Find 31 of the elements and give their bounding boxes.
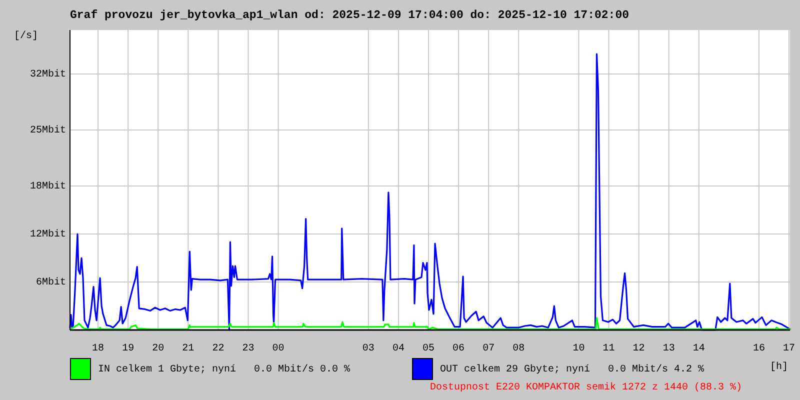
x-tick-label: 03	[362, 344, 374, 355]
y-axis-title: [/s]	[14, 30, 38, 42]
x-tick-label: 11	[602, 344, 615, 355]
x-tick-label: 20	[152, 344, 164, 355]
y-tick-label: 25Mbit	[30, 124, 66, 137]
x-tick-label: 10	[572, 344, 585, 355]
legend-label: OUT celkem 29 Gbyte; nyní 0.0 Mbit/s 4.2 %	[440, 364, 704, 376]
y-tick-label: 18Mbit	[30, 180, 66, 193]
x-tick-label: 08	[512, 344, 525, 355]
x-tick-label: 18	[92, 344, 104, 355]
x-tick-label: 00	[272, 344, 284, 355]
x-axis-title: [h]	[770, 361, 788, 373]
y-tick-label: 12Mbit	[30, 228, 66, 241]
x-tick-label: 21	[182, 344, 194, 355]
x-tick-label: 16	[752, 344, 765, 355]
x-tick-label: 12	[632, 344, 645, 355]
legend-label: IN celkem 1 Gbyte; nyní 0.0 Mbit/s 0.0 %	[98, 364, 350, 376]
y-tick-label: 6Mbit	[36, 276, 66, 289]
x-tick-label: 06	[452, 344, 465, 355]
x-tick-label: 13	[662, 344, 675, 355]
x-tick-label: 04	[392, 344, 404, 355]
x-tick-label: 14	[692, 344, 705, 355]
y-tick-label: 32Mbit	[30, 68, 66, 81]
text: Dostupnost E220 KOMPAKTOR semik 1272 z 1440 (88.3 %)	[430, 382, 742, 394]
x-tick-label: 17	[782, 344, 796, 355]
x-tick-label: 07	[482, 344, 495, 355]
x-tick-label: 22	[212, 344, 224, 355]
x-tick-label: 19	[122, 344, 134, 355]
chart-title: Graf provozu jer_bytovka_ap1_wlan od: 2025-12-09 17:04:00 do: 2025-12-10 17:02:00	[70, 9, 630, 22]
x-tick-label: 23	[242, 344, 254, 355]
x-tick-label: 05	[422, 344, 435, 355]
